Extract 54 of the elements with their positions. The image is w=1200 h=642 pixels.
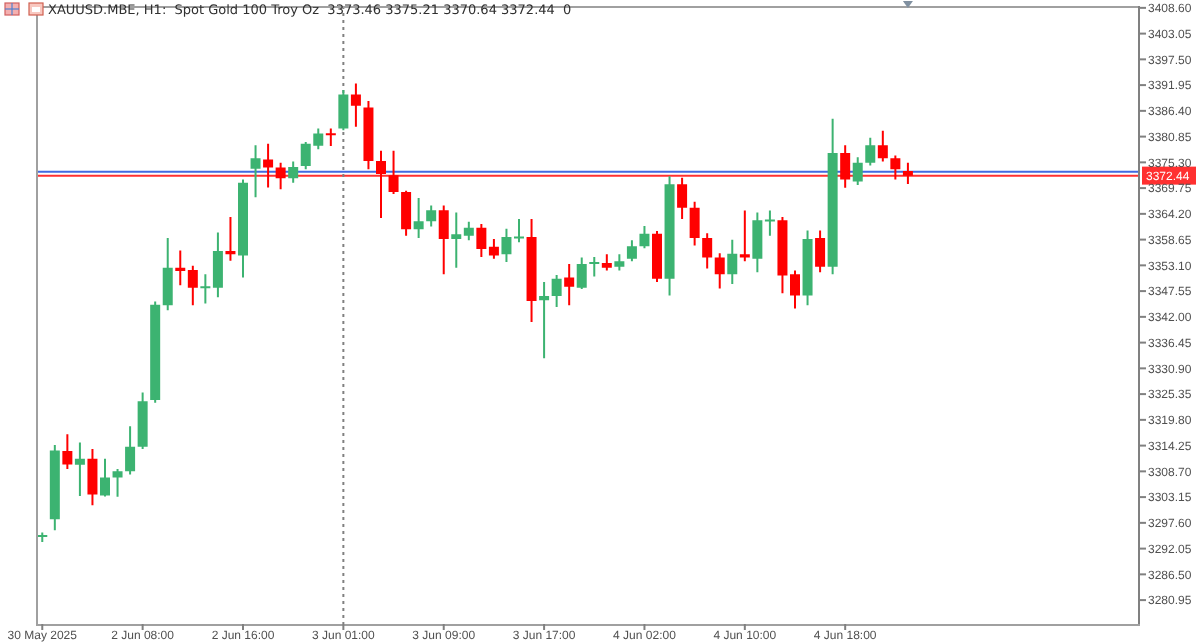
candlestick — [150, 301, 161, 403]
candlestick — [564, 263, 575, 306]
candlestick — [263, 143, 274, 188]
candlestick — [250, 145, 261, 198]
candlestick — [62, 434, 73, 470]
candlestick — [664, 176, 675, 296]
candlestick — [576, 257, 587, 290]
candlestick — [325, 128, 336, 147]
candlestick — [815, 230, 826, 273]
candlestick — [652, 231, 662, 283]
candlestick — [125, 426, 136, 475]
candlestick — [877, 130, 888, 162]
candlestick — [350, 83, 361, 127]
candlestick — [162, 237, 173, 311]
candlestick — [49, 444, 60, 531]
candlestick — [639, 225, 650, 249]
candlestick — [137, 392, 148, 450]
candlestick — [87, 449, 98, 506]
candlestick — [739, 210, 750, 262]
candlestick — [413, 198, 424, 238]
candlestick — [376, 150, 386, 219]
candlestick — [526, 218, 537, 322]
candlestick — [426, 205, 437, 227]
candlestick — [902, 162, 913, 184]
candlestick — [275, 162, 286, 190]
candlestick — [865, 137, 876, 166]
candlestick — [288, 161, 299, 183]
candlestick — [802, 230, 813, 306]
candlestick — [388, 150, 399, 194]
candlestick — [225, 217, 236, 261]
candlestick — [438, 205, 449, 275]
candlestick — [238, 179, 248, 278]
candlestick — [363, 101, 374, 170]
candlestick — [100, 458, 110, 497]
candlestick — [338, 89, 349, 131]
candlestick — [727, 239, 738, 284]
candlestick — [626, 240, 637, 262]
candlestick — [589, 257, 600, 277]
candlestick — [714, 253, 725, 289]
candlestick — [74, 442, 85, 496]
candlestick — [689, 201, 700, 246]
candlestick — [601, 254, 612, 271]
candlestick — [112, 469, 123, 497]
candlestick — [890, 155, 901, 180]
candlestick — [614, 254, 625, 271]
candlestick — [852, 157, 863, 186]
candlestick — [840, 145, 851, 188]
candlestick — [551, 275, 562, 308]
candlestick — [677, 177, 688, 219]
candlestick — [401, 190, 412, 236]
candlestick — [702, 233, 713, 269]
candlestick — [539, 282, 550, 359]
candlestick — [37, 532, 48, 542]
candlestick — [827, 118, 838, 275]
